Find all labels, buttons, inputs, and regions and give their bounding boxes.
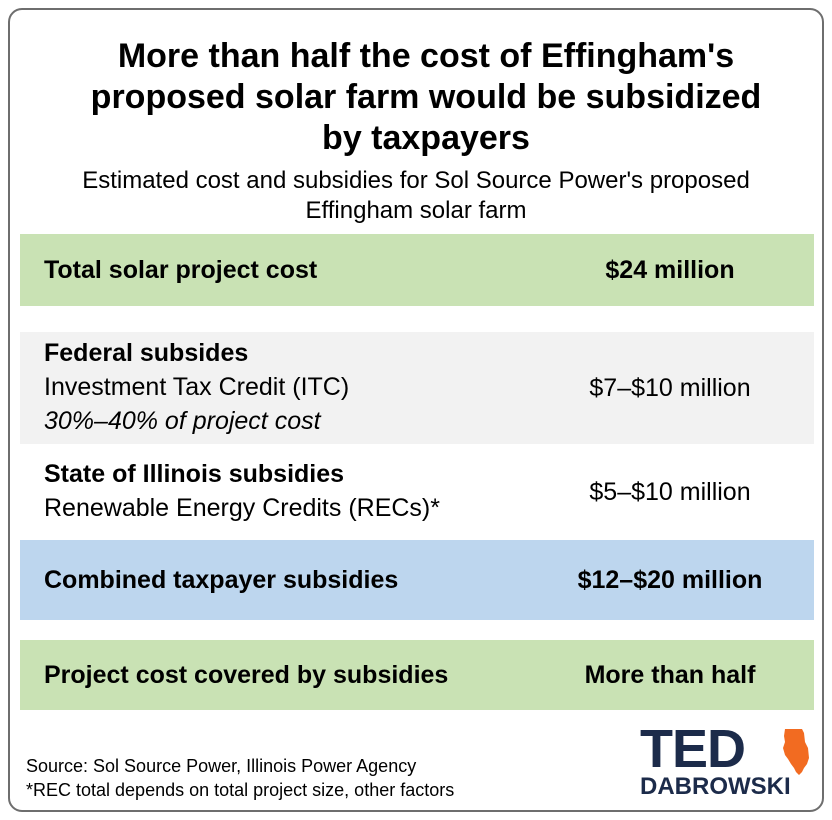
ted-dabrowski-logo: TED DABROWSKI (636, 722, 816, 802)
illinois-state-icon (783, 729, 809, 775)
combined-value: $12–$20 million (577, 565, 763, 594)
combined-label: Combined taxpayer subsidies (44, 565, 399, 594)
covered-label: Project cost covered by subsidies (44, 660, 449, 689)
state-subsidies-row: State of Illinois subsidies Renewable En… (20, 444, 814, 540)
total-cost-label: Total solar project cost (44, 255, 318, 284)
page-title: More than half the cost of Effingham's p… (30, 36, 822, 159)
subtitle: Estimated cost and subsidies for Sol Sou… (40, 166, 792, 226)
state-value: $5–$10 million (589, 477, 751, 506)
subtitle-line-1: Estimated cost and subsidies for Sol Sou… (82, 167, 750, 194)
total-cost-row: Total solar project cost $24 million (20, 234, 814, 306)
state-subsidies-label: State of Illinois subsidies Renewable En… (44, 457, 440, 525)
covered-value: More than half (584, 660, 756, 689)
combined-subsidies-row: Combined taxpayer subsidies $12–$20 mill… (20, 540, 814, 620)
federal-subsidies-label: Federal subsides Investment Tax Credit (… (44, 336, 349, 438)
federal-note: 30%–40% of project cost (44, 407, 321, 435)
federal-heading: Federal subsides (44, 339, 249, 367)
state-heading: State of Illinois subsidies (44, 460, 345, 488)
footnote: *REC total depends on total project size… (26, 780, 455, 800)
covered-row: Project cost covered by subsidies More t… (20, 640, 814, 710)
subtitle-line-2: Effingham solar farm (305, 197, 527, 224)
federal-value: $7–$10 million (589, 373, 751, 402)
total-cost-value: $24 million (605, 255, 735, 284)
footer: Source: Sol Source Power, Illinois Power… (26, 754, 454, 802)
federal-subsidies-row: Federal subsides Investment Tax Credit (… (20, 332, 814, 444)
federal-line: Investment Tax Credit (ITC) (44, 373, 350, 401)
title-line-3: by taxpayers (322, 119, 530, 157)
logo-text-ted: TED (640, 719, 746, 779)
state-line: Renewable Energy Credits (RECs)* (44, 494, 440, 522)
title-line-1: More than half the cost of Effingham's (117, 37, 735, 75)
title-line-2: proposed solar farm would be subsidized (90, 78, 762, 116)
logo-text-dabrowski: DABROWSKI (640, 773, 791, 800)
source-note: Source: Sol Source Power, Illinois Power… (26, 756, 417, 776)
